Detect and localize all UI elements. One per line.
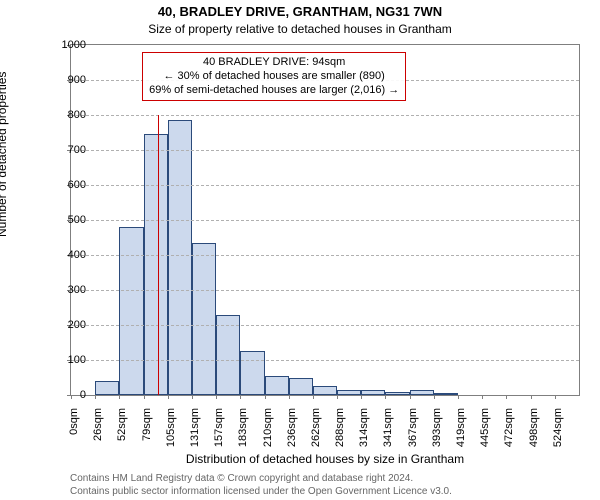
chart-container: 40, BRADLEY DRIVE, GRANTHAM, NG31 7WN Si… bbox=[0, 0, 600, 500]
annotation-line: 69% of semi-detached houses are larger (… bbox=[149, 84, 399, 98]
xtick-mark bbox=[119, 395, 120, 399]
gridline-h bbox=[71, 360, 579, 361]
histogram-bar bbox=[410, 390, 434, 395]
xtick-label: 393sqm bbox=[431, 408, 443, 456]
ytick-label: 500 bbox=[36, 214, 86, 226]
gridline-h bbox=[71, 150, 579, 151]
ytick-label: 100 bbox=[36, 354, 86, 366]
xtick-label: 131sqm bbox=[189, 408, 201, 456]
histogram-bar bbox=[216, 315, 240, 396]
plot-area: 40 BRADLEY DRIVE: 94sqm← 30% of detached… bbox=[70, 44, 580, 396]
xtick-mark bbox=[385, 395, 386, 399]
histogram-bar bbox=[192, 243, 216, 395]
xtick-label: 472sqm bbox=[503, 408, 515, 456]
xtick-mark bbox=[531, 395, 532, 399]
marker-line bbox=[158, 115, 159, 395]
histogram-bar bbox=[168, 120, 192, 395]
xtick-label: 419sqm bbox=[455, 408, 467, 456]
xtick-mark bbox=[555, 395, 556, 399]
footer-text-2: Contains public sector information licen… bbox=[70, 486, 452, 497]
xtick-mark bbox=[506, 395, 507, 399]
chart-title: 40, BRADLEY DRIVE, GRANTHAM, NG31 7WN bbox=[0, 4, 600, 19]
annotation-line: ← 30% of detached houses are smaller (89… bbox=[149, 70, 399, 84]
ytick-label: 300 bbox=[36, 284, 86, 296]
xtick-label: 183sqm bbox=[237, 408, 249, 456]
annotation-box: 40 BRADLEY DRIVE: 94sqm← 30% of detached… bbox=[142, 52, 406, 101]
histogram-bar bbox=[95, 381, 119, 395]
xtick-mark bbox=[265, 395, 266, 399]
xtick-label: 105sqm bbox=[165, 408, 177, 456]
ytick-label: 200 bbox=[36, 319, 86, 331]
xtick-mark bbox=[434, 395, 435, 399]
xtick-label: 79sqm bbox=[141, 408, 153, 456]
xtick-mark bbox=[144, 395, 145, 399]
xtick-mark bbox=[240, 395, 241, 399]
gridline-h bbox=[71, 115, 579, 116]
xtick-label: 26sqm bbox=[92, 408, 104, 456]
xtick-mark bbox=[289, 395, 290, 399]
histogram-bar bbox=[337, 390, 361, 395]
histogram-bar bbox=[434, 393, 458, 395]
x-axis-label: Distribution of detached houses by size … bbox=[70, 452, 580, 466]
xtick-mark bbox=[410, 395, 411, 399]
histogram-bar bbox=[313, 386, 337, 395]
ytick-label: 700 bbox=[36, 144, 86, 156]
xtick-mark bbox=[192, 395, 193, 399]
gridline-h bbox=[71, 220, 579, 221]
ytick-label: 900 bbox=[36, 74, 86, 86]
xtick-mark bbox=[216, 395, 217, 399]
xtick-label: 524sqm bbox=[552, 408, 564, 456]
xtick-label: 367sqm bbox=[407, 408, 419, 456]
gridline-h bbox=[71, 185, 579, 186]
gridline-h bbox=[71, 255, 579, 256]
ytick-label: 400 bbox=[36, 249, 86, 261]
xtick-mark bbox=[337, 395, 338, 399]
xtick-mark bbox=[95, 395, 96, 399]
histogram-bar bbox=[385, 392, 409, 396]
xtick-mark bbox=[168, 395, 169, 399]
xtick-label: 0sqm bbox=[68, 408, 80, 456]
y-axis-label: Number of detached properties bbox=[0, 72, 9, 237]
xtick-label: 236sqm bbox=[286, 408, 298, 456]
xtick-label: 314sqm bbox=[358, 408, 370, 456]
gridline-h bbox=[71, 325, 579, 326]
ytick-label: 600 bbox=[36, 179, 86, 191]
histogram-bar bbox=[289, 378, 313, 396]
xtick-mark bbox=[313, 395, 314, 399]
xtick-mark bbox=[361, 395, 362, 399]
histogram-bar bbox=[144, 134, 168, 395]
xtick-mark bbox=[482, 395, 483, 399]
xtick-label: 341sqm bbox=[382, 408, 394, 456]
xtick-mark bbox=[458, 395, 459, 399]
xtick-label: 498sqm bbox=[528, 408, 540, 456]
ytick-label: 800 bbox=[36, 109, 86, 121]
xtick-label: 445sqm bbox=[479, 408, 491, 456]
xtick-label: 157sqm bbox=[213, 408, 225, 456]
histogram-bar bbox=[240, 351, 264, 395]
ytick-label: 0 bbox=[36, 389, 86, 401]
xtick-label: 262sqm bbox=[310, 408, 322, 456]
histogram-bar bbox=[361, 390, 385, 395]
histogram-bar bbox=[265, 376, 289, 395]
chart-subtitle: Size of property relative to detached ho… bbox=[0, 22, 600, 36]
histogram-bar bbox=[119, 227, 143, 395]
gridline-h bbox=[71, 290, 579, 291]
annotation-line: 40 BRADLEY DRIVE: 94sqm bbox=[149, 56, 399, 70]
ytick-label: 1000 bbox=[36, 39, 86, 51]
footer-text-1: Contains HM Land Registry data © Crown c… bbox=[70, 473, 413, 484]
xtick-label: 288sqm bbox=[334, 408, 346, 456]
xtick-label: 210sqm bbox=[262, 408, 274, 456]
xtick-label: 52sqm bbox=[116, 408, 128, 456]
